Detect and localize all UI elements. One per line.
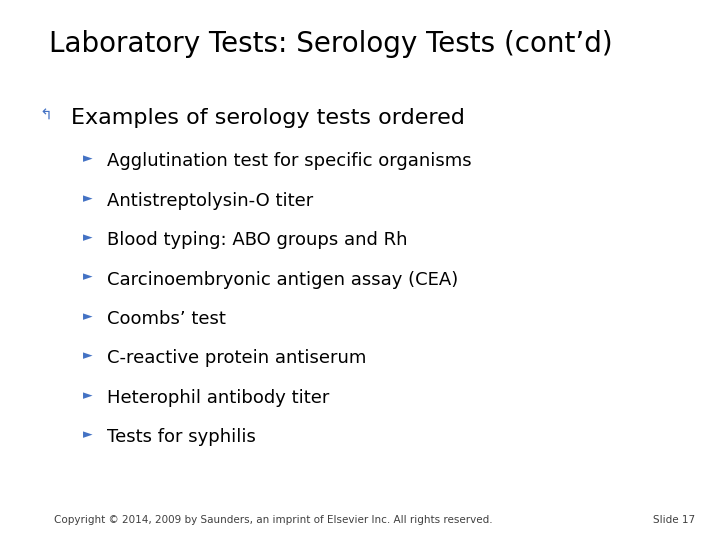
- Text: Heterophil antibody titer: Heterophil antibody titer: [107, 389, 329, 407]
- Text: Blood typing: ABO groups and Rh: Blood typing: ABO groups and Rh: [107, 231, 407, 249]
- Text: ►: ►: [83, 310, 92, 323]
- Text: Agglutination test for specific organisms: Agglutination test for specific organism…: [107, 152, 471, 170]
- Text: ►: ►: [83, 349, 92, 362]
- Text: ►: ►: [83, 192, 92, 205]
- Text: C-reactive protein antiserum: C-reactive protein antiserum: [107, 349, 366, 367]
- Text: ►: ►: [83, 389, 92, 402]
- Text: ►: ►: [83, 428, 92, 441]
- Text: ↰: ↰: [40, 108, 53, 123]
- Text: ►: ►: [83, 231, 92, 244]
- Text: Coombs’ test: Coombs’ test: [107, 310, 225, 328]
- Text: Antistreptolysin-O titer: Antistreptolysin-O titer: [107, 192, 312, 210]
- Text: Tests for syphilis: Tests for syphilis: [107, 428, 256, 446]
- Text: Examples of serology tests ordered: Examples of serology tests ordered: [71, 108, 464, 128]
- Text: Slide 17: Slide 17: [652, 515, 695, 525]
- Text: Laboratory Tests: Serology Tests (cont’d): Laboratory Tests: Serology Tests (cont’d…: [49, 30, 613, 58]
- Text: ►: ►: [83, 271, 92, 284]
- Text: Carcinoembryonic antigen assay (CEA): Carcinoembryonic antigen assay (CEA): [107, 271, 458, 288]
- Text: Copyright © 2014, 2009 by Saunders, an imprint of Elsevier Inc. All rights reser: Copyright © 2014, 2009 by Saunders, an i…: [54, 515, 493, 525]
- Text: ►: ►: [83, 152, 92, 165]
